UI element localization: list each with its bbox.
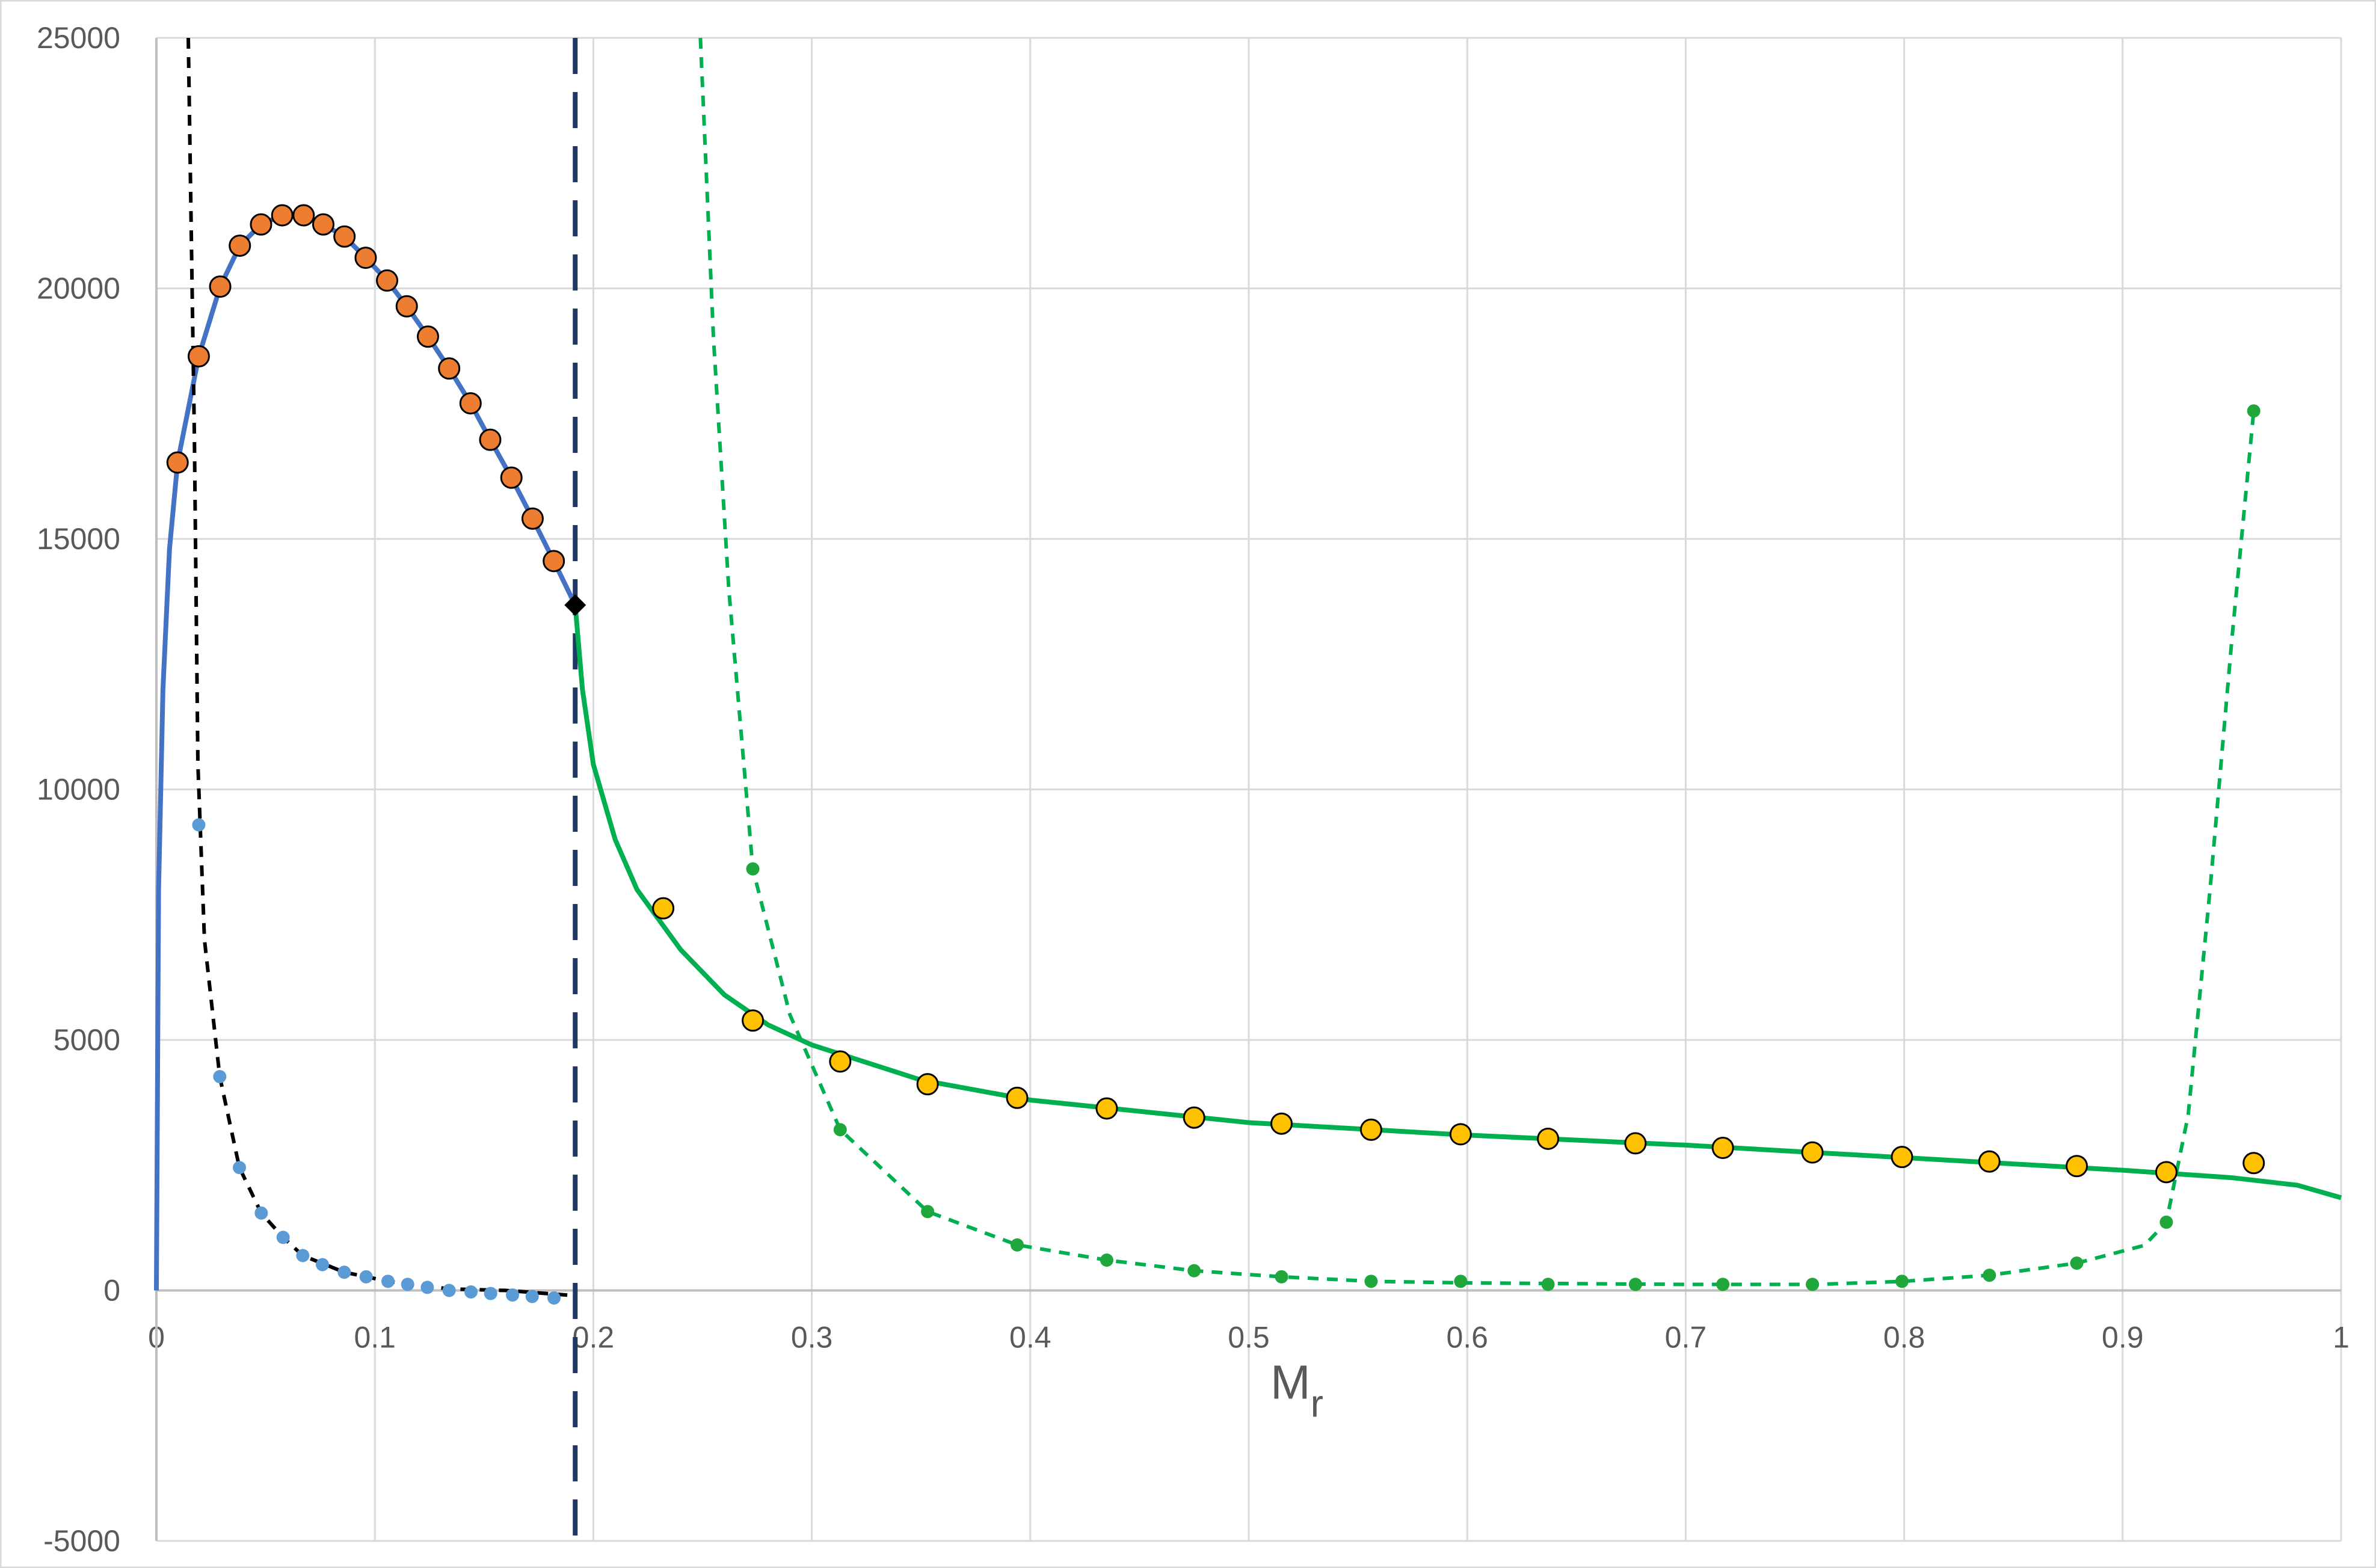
marker bbox=[316, 1258, 330, 1271]
marker bbox=[916, 1073, 939, 1096]
x-axis-label: Mr bbox=[1270, 1356, 1323, 1425]
x-axis-label-main: M bbox=[1270, 1356, 1311, 1409]
marker bbox=[2155, 1161, 2177, 1184]
x-tick-label: 0.5 bbox=[1228, 1321, 1270, 1354]
marker bbox=[359, 1270, 373, 1284]
marker bbox=[1364, 1274, 1378, 1288]
x-tick-label: 0.6 bbox=[1446, 1321, 1488, 1354]
x-tick-label: 0.1 bbox=[354, 1321, 396, 1354]
x-axis-label-subscript: r bbox=[1311, 1382, 1323, 1425]
marker bbox=[2247, 404, 2261, 418]
marker bbox=[209, 275, 232, 298]
marker bbox=[333, 225, 356, 248]
marker bbox=[166, 451, 189, 474]
y-tick-label: 10000 bbox=[37, 773, 120, 807]
marker bbox=[829, 1050, 852, 1073]
marker bbox=[1624, 1132, 1647, 1155]
marker bbox=[543, 550, 565, 573]
marker bbox=[401, 1277, 414, 1291]
marker bbox=[500, 466, 523, 489]
marker bbox=[337, 1265, 351, 1279]
marker bbox=[479, 428, 502, 451]
marker bbox=[1011, 1238, 1024, 1252]
marker bbox=[1983, 1268, 1996, 1282]
marker bbox=[381, 1274, 395, 1288]
marker bbox=[1716, 1277, 1730, 1291]
x-tick-label: 0.4 bbox=[1009, 1321, 1051, 1354]
marker bbox=[276, 1231, 290, 1244]
marker bbox=[1275, 1270, 1288, 1284]
marker bbox=[213, 1069, 227, 1083]
y-tick-label: -5000 bbox=[43, 1524, 120, 1558]
marker bbox=[1806, 1277, 1820, 1291]
x-tick-label: 0.3 bbox=[791, 1321, 833, 1354]
marker bbox=[376, 269, 399, 292]
line-series bbox=[698, 37, 2256, 1287]
y-tick-label: 5000 bbox=[54, 1023, 120, 1057]
y-tick-label: 25000 bbox=[37, 21, 120, 55]
marker bbox=[1711, 1137, 1734, 1160]
marker bbox=[2066, 1155, 2088, 1178]
marker bbox=[229, 234, 251, 257]
marker bbox=[312, 213, 334, 236]
marker bbox=[742, 1009, 765, 1032]
marker bbox=[354, 247, 377, 269]
marker bbox=[1978, 1150, 2001, 1173]
marker bbox=[1183, 1106, 1205, 1129]
marker bbox=[192, 818, 206, 832]
marker bbox=[1449, 1123, 1472, 1146]
marker bbox=[1628, 1277, 1642, 1291]
marker bbox=[521, 507, 544, 530]
y-tick-label: 20000 bbox=[37, 272, 120, 306]
marker bbox=[921, 1205, 935, 1219]
marker bbox=[250, 213, 272, 236]
marker bbox=[438, 357, 461, 380]
x-tick-label: 1 bbox=[2333, 1321, 2350, 1354]
x-tick-label: 0.2 bbox=[573, 1321, 615, 1354]
marker bbox=[1187, 1264, 1201, 1277]
marker bbox=[652, 897, 675, 920]
marker bbox=[2242, 1152, 2265, 1175]
y-tick-label: 0 bbox=[103, 1274, 120, 1308]
marker bbox=[1006, 1086, 1029, 1109]
marker bbox=[2070, 1256, 2084, 1270]
marker bbox=[1270, 1112, 1293, 1135]
marker bbox=[746, 862, 760, 876]
x-tick-label: 0.8 bbox=[1883, 1321, 1925, 1354]
marker bbox=[1895, 1274, 1909, 1288]
marker bbox=[292, 204, 315, 227]
marker bbox=[442, 1284, 456, 1297]
marker bbox=[2159, 1216, 2173, 1229]
x-tick-label: 0.7 bbox=[1665, 1321, 1707, 1354]
marker bbox=[833, 1123, 847, 1137]
marker bbox=[564, 594, 586, 616]
marker bbox=[1891, 1146, 1913, 1169]
marker bbox=[1801, 1141, 1824, 1164]
marker bbox=[416, 325, 439, 348]
marker bbox=[547, 1291, 561, 1305]
marker bbox=[187, 345, 210, 367]
marker bbox=[1537, 1127, 1560, 1150]
marker bbox=[1095, 1097, 1118, 1120]
marker bbox=[254, 1206, 268, 1220]
marker bbox=[271, 204, 294, 227]
marker bbox=[395, 295, 418, 318]
marker bbox=[464, 1285, 478, 1299]
marker bbox=[233, 1161, 247, 1175]
marker bbox=[420, 1281, 434, 1294]
marker bbox=[1454, 1274, 1468, 1288]
marker bbox=[1541, 1277, 1555, 1291]
marker bbox=[296, 1249, 310, 1262]
marker bbox=[1359, 1118, 1382, 1141]
marker bbox=[506, 1288, 520, 1302]
marker bbox=[484, 1287, 497, 1300]
marker bbox=[1100, 1253, 1113, 1267]
x-tick-label: 0.9 bbox=[2102, 1321, 2144, 1354]
y-tick-label: 15000 bbox=[37, 522, 120, 556]
marker bbox=[459, 392, 482, 415]
marker bbox=[525, 1290, 539, 1303]
